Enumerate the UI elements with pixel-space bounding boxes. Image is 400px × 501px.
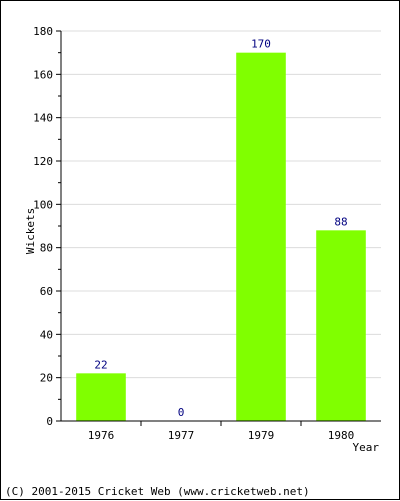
- y-tick-label: 20: [40, 372, 53, 385]
- y-axis-title: Wickets: [24, 208, 37, 254]
- bar-1979: [236, 52, 286, 422]
- y-tick-label: 120: [33, 155, 53, 168]
- data-label-1976: 22: [94, 358, 107, 371]
- y-tick-label: 60: [40, 285, 53, 298]
- y-tick-label: 140: [33, 112, 53, 125]
- x-tick-label-1976: 1976: [88, 429, 115, 442]
- y-tick-label: 40: [40, 328, 53, 341]
- y-tick-label: 160: [33, 68, 53, 81]
- labels: 0 20 40 60 80 100 120 140 160 180 22 1976 0 1977 170 19…: [24, 25, 379, 454]
- y-tick-label: 80: [40, 242, 53, 255]
- copyright-text: (C) 2001-2015 Cricket Web (www.cricketwe…: [5, 485, 310, 498]
- axes: [56, 30, 381, 426]
- y-tick-label: 100: [33, 198, 53, 211]
- bar-1976: [76, 373, 126, 421]
- y-tick-label: 180: [33, 25, 53, 38]
- x-tick-label-1977: 1977: [168, 429, 195, 442]
- data-label-1980: 88: [334, 215, 347, 228]
- data-label-1979: 170: [251, 38, 271, 51]
- grid-lines: [61, 30, 381, 379]
- data-label-1977: 0: [178, 406, 185, 419]
- bar-1980: [316, 230, 366, 421]
- x-tick-label-1980: 1980: [328, 429, 355, 442]
- x-axis-title: Year: [353, 441, 380, 454]
- y-tick-label: 0: [46, 415, 53, 428]
- bars: [76, 52, 366, 422]
- x-tick-label-1979: 1979: [248, 429, 275, 442]
